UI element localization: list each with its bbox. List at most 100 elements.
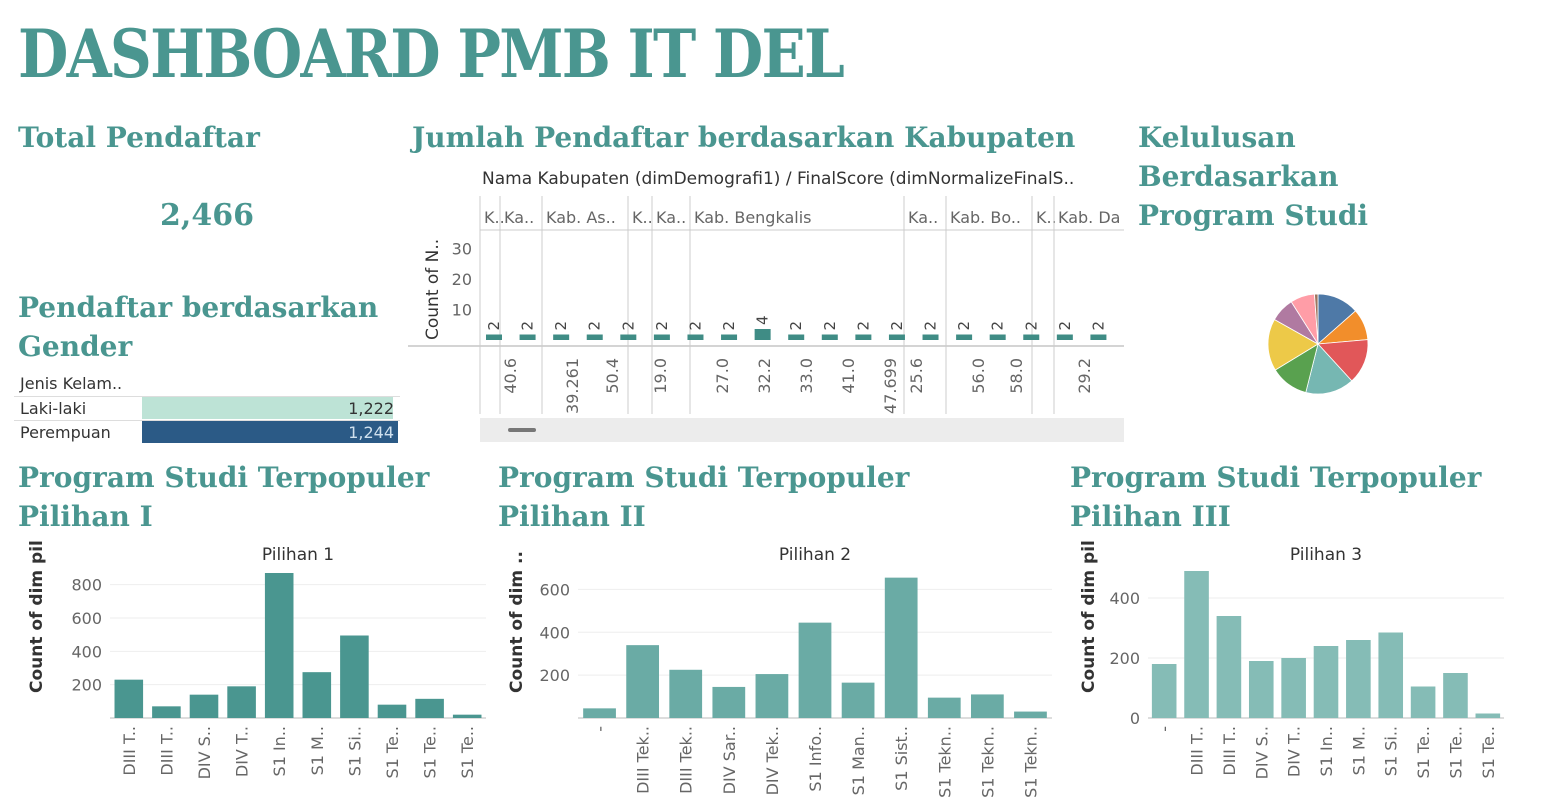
kabupaten-bar-label: 2 [485, 321, 503, 331]
chart-title: Pilihan 2 [779, 545, 851, 565]
total-pendaftar-value: 2,466 [160, 198, 254, 233]
bar [626, 645, 660, 718]
x-tick-label: S1 Te.. [1479, 726, 1498, 779]
kabupaten-bar-label: 2 [1022, 321, 1040, 331]
x-tick-label: S1 Sist.. [892, 726, 911, 791]
x-tick-label: DIII Tek.. [677, 726, 696, 794]
kabupaten-bar [519, 334, 536, 340]
kabupaten-bar-label: 2 [989, 321, 1007, 331]
kabupaten-group-label: Kab. Bo.. [950, 208, 1021, 227]
y-tick-label: 0 [1130, 709, 1140, 728]
bar [415, 698, 444, 718]
kabupaten-bar-label: 2 [955, 321, 973, 331]
kabupaten-ylabel: Count of N.. [423, 239, 443, 340]
x-tick-label: S1 Te.. [421, 726, 440, 779]
bar [1248, 661, 1274, 718]
kabupaten-header: Nama Kabupaten (dimDemografi1) / FinalSc… [482, 169, 1074, 189]
x-tick-label: DIV T.. [233, 726, 252, 777]
kabupaten-x-label: 33.0 [797, 358, 816, 394]
kabupaten-bar-label: 2 [1089, 321, 1107, 331]
pilihan-2-section-title: Program Studi Terpopuler Pilihan II [498, 461, 910, 533]
kabupaten-group-label: Ka.. [504, 208, 534, 227]
bar [1313, 646, 1339, 718]
chart-ylabel: Count of dim pil.. [27, 540, 47, 693]
x-tick-label: - [591, 726, 610, 732]
kabupaten-bar-label: 2 [922, 321, 940, 331]
kabupaten-group-label: Ka.. [656, 208, 686, 227]
gender-value: 1,222 [348, 399, 394, 418]
kabupaten-bar [922, 334, 939, 340]
y-tick-label: 400 [71, 642, 102, 661]
gender-title: Pendaftar berdasarkan Gender [18, 291, 379, 363]
kabupaten-bar [788, 334, 805, 340]
x-tick-label: S1 Info.. [806, 726, 825, 792]
gender-table: Jenis Kelam.. Laki-laki 1,222 Perempuan … [14, 372, 400, 444]
pilihan-1-chart: Pilihan 1 Count of dim pil.. 200 400 600 800 D… [27, 540, 486, 779]
x-tick-label: DIV S.. [1252, 726, 1271, 779]
gender-column-header: Jenis Kelam.. [20, 374, 123, 393]
total-pendaftar-title: Total Pendaftar [18, 121, 260, 154]
kabupaten-bar-label: 2 [888, 321, 906, 331]
bar [884, 577, 918, 718]
kabupaten-x-label: 41.0 [839, 358, 858, 394]
x-tick-label: S1 Tekn.. [978, 726, 997, 798]
kabupaten-bar-label: 2 [653, 321, 671, 331]
pie-slice [1305, 343, 1353, 395]
kabupaten-bar [586, 334, 603, 340]
kabupaten-bar [956, 334, 973, 340]
kabupaten-bar-label: 2 [519, 321, 537, 331]
kabupaten-bar [553, 334, 570, 340]
x-tick-label: S1 Te.. [1446, 726, 1465, 779]
x-tick-label: DIV Sar.. [720, 726, 739, 794]
gender-label: Perempuan [20, 423, 111, 442]
x-tick-label: S1 Tekn.. [1021, 726, 1040, 798]
pilihan-2-chart: Pilihan 2 Count of dim .. 200 400 600 - DIII T… [507, 545, 1052, 798]
x-tick-label: DIII T.. [157, 726, 176, 776]
gender-row-male[interactable]: Laki-laki 1,222 [14, 396, 400, 420]
x-tick-label: S1 Te.. [383, 726, 402, 779]
kabupaten-x-label: 58.0 [1007, 358, 1026, 394]
kabupaten-bar-label: 2 [720, 321, 738, 331]
kabupaten-x-label: 32.2 [755, 358, 774, 394]
x-tick-label: S1 M.. [308, 726, 327, 775]
kabupaten-scrollbar-thumb[interactable] [508, 428, 536, 432]
x-tick-label: S1 Te.. [458, 726, 477, 779]
kabupaten-x-label: 39.261 [563, 358, 582, 414]
page-title: DASHBOARD PMB IT DEL [18, 15, 845, 93]
bar [227, 686, 256, 718]
kabupaten-scrollbar[interactable] [480, 418, 1124, 442]
kabupaten-y-tick: 30 [452, 239, 472, 258]
x-tick-label: S1 Man.. [849, 726, 868, 795]
kabupaten-group-label: K.. [632, 208, 653, 227]
kabupaten-bar-label: 2 [787, 321, 805, 331]
x-tick-label: S1 Si.. [345, 726, 364, 776]
bar [841, 682, 875, 718]
kabupaten-bar [721, 334, 738, 340]
chart-ylabel: Count of dim pil.. [1079, 540, 1099, 693]
x-tick-label: DIV S.. [195, 726, 214, 779]
kabupaten-bar-label: 2 [1056, 321, 1074, 331]
bar [1281, 658, 1306, 718]
kabupaten-x-label: 27.0 [713, 358, 732, 394]
bar [669, 669, 703, 718]
bar [798, 622, 832, 718]
bar [1216, 616, 1242, 718]
gender-row-female[interactable]: Perempuan 1,244 [14, 420, 400, 444]
kabupaten-group-label: Kab. Bengkalis [694, 208, 811, 227]
chart-ylabel: Count of dim .. [507, 551, 527, 693]
kabupaten-group-label: Kab. As.. [546, 208, 616, 227]
bar [340, 635, 369, 718]
bar [1475, 713, 1501, 718]
x-tick-label: DIV T.. [1285, 726, 1304, 777]
kabupaten-group-label: Kab. Da [1058, 208, 1120, 227]
kabupaten-x-label: 50.4 [603, 358, 622, 394]
pilihan-3-section-title: Program Studi Terpopuler Pilihan III [1070, 461, 1482, 533]
x-tick-label: - [1155, 726, 1174, 732]
kabupaten-bar-label: 4 [754, 315, 772, 325]
gender-bar [142, 397, 394, 419]
kabupaten-x-label: 29.2 [1075, 358, 1094, 394]
kabupaten-x-label: 19.0 [651, 358, 670, 394]
gender-bar [142, 421, 398, 443]
bar [1151, 664, 1177, 718]
y-tick-label: 200 [71, 676, 102, 695]
